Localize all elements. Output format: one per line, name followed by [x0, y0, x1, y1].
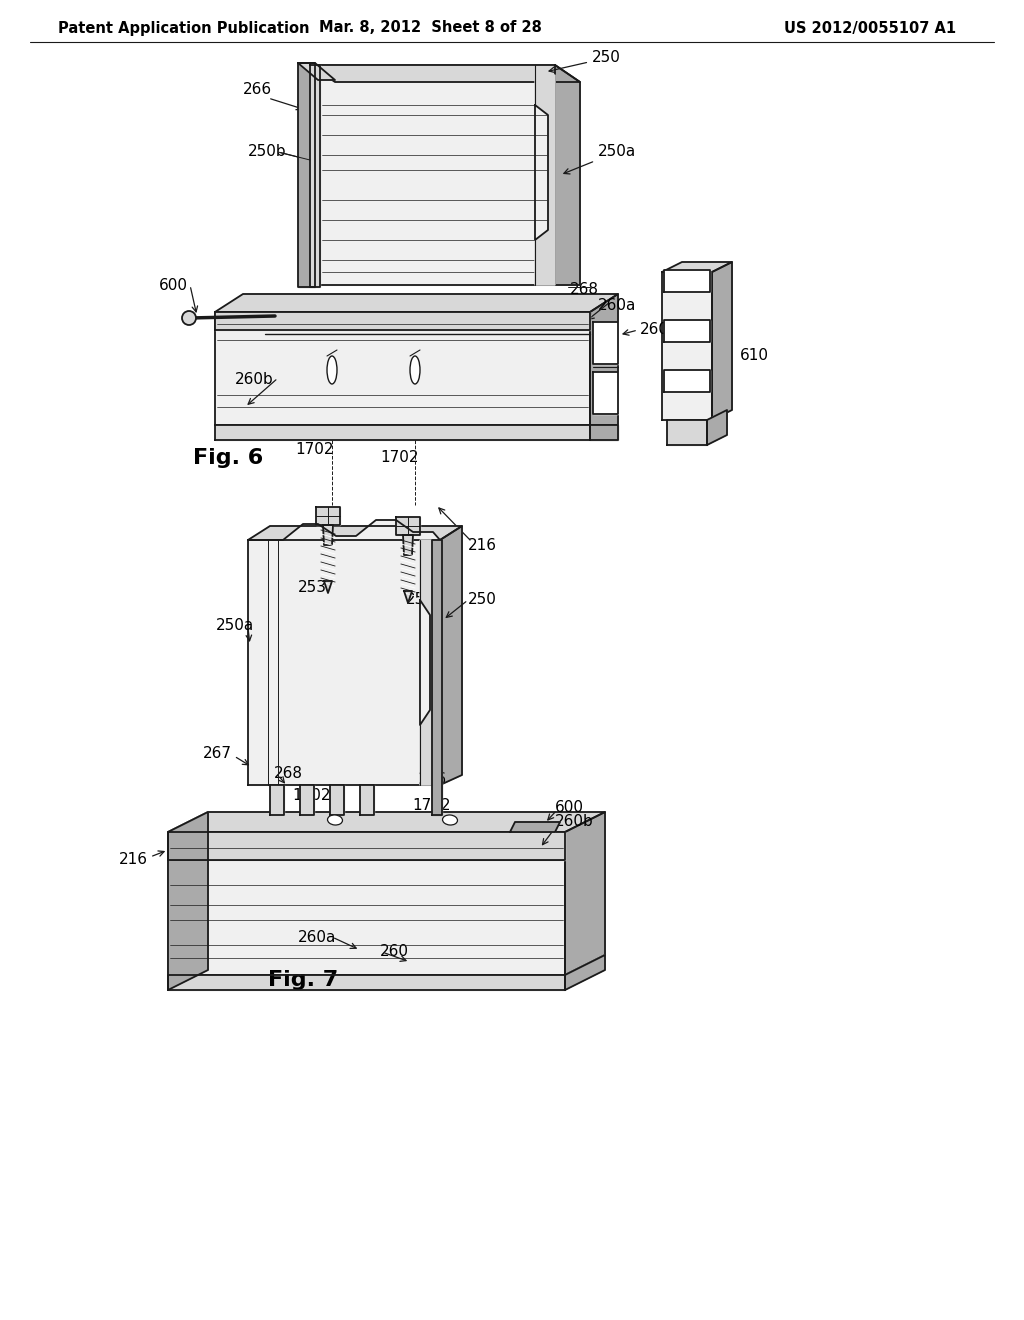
- Text: 1702: 1702: [413, 797, 452, 813]
- Text: 250a: 250a: [564, 144, 636, 174]
- Polygon shape: [667, 420, 707, 445]
- Polygon shape: [664, 370, 710, 392]
- Ellipse shape: [442, 814, 458, 825]
- Polygon shape: [555, 65, 580, 285]
- Polygon shape: [298, 63, 335, 81]
- Polygon shape: [215, 312, 590, 330]
- Polygon shape: [593, 322, 618, 364]
- Text: 260: 260: [640, 322, 669, 338]
- Polygon shape: [565, 954, 605, 990]
- Polygon shape: [215, 312, 590, 425]
- Text: 1702: 1702: [293, 788, 331, 803]
- Polygon shape: [168, 975, 565, 990]
- Polygon shape: [662, 261, 732, 272]
- Text: 260a: 260a: [298, 931, 336, 945]
- Polygon shape: [330, 785, 344, 814]
- Polygon shape: [310, 65, 319, 286]
- Polygon shape: [440, 525, 462, 785]
- Polygon shape: [168, 812, 605, 832]
- Text: Patent Application Publication: Patent Application Publication: [58, 21, 309, 36]
- Text: 266: 266: [418, 772, 447, 788]
- Polygon shape: [300, 785, 314, 814]
- Ellipse shape: [327, 356, 337, 384]
- Polygon shape: [168, 832, 565, 975]
- Polygon shape: [310, 65, 580, 82]
- Polygon shape: [664, 319, 710, 342]
- Text: 610: 610: [740, 347, 769, 363]
- Polygon shape: [215, 425, 590, 440]
- Text: 260: 260: [380, 945, 409, 960]
- Text: Fig. 6: Fig. 6: [193, 447, 263, 469]
- Text: 260b: 260b: [555, 814, 594, 829]
- Polygon shape: [323, 525, 333, 545]
- Text: 216: 216: [119, 853, 148, 867]
- Text: 268: 268: [274, 766, 303, 780]
- Polygon shape: [664, 271, 710, 292]
- Text: 1702: 1702: [381, 450, 419, 466]
- Polygon shape: [248, 540, 440, 785]
- Text: 250: 250: [468, 593, 497, 607]
- Text: 216: 216: [468, 537, 497, 553]
- Text: 260b: 260b: [234, 372, 273, 388]
- Text: 266: 266: [243, 82, 272, 98]
- Text: Mar. 8, 2012  Sheet 8 of 28: Mar. 8, 2012 Sheet 8 of 28: [318, 21, 542, 36]
- Polygon shape: [535, 75, 555, 285]
- Polygon shape: [404, 591, 412, 603]
- Polygon shape: [403, 535, 413, 554]
- Circle shape: [182, 312, 196, 325]
- Text: 253: 253: [406, 593, 435, 607]
- Text: 250b: 250b: [248, 144, 287, 160]
- Polygon shape: [248, 520, 440, 540]
- Polygon shape: [707, 411, 727, 445]
- Ellipse shape: [410, 356, 420, 384]
- Polygon shape: [316, 507, 340, 525]
- Polygon shape: [396, 517, 420, 535]
- Text: 253: 253: [298, 581, 327, 595]
- Text: 250: 250: [549, 50, 621, 73]
- Polygon shape: [712, 261, 732, 420]
- Polygon shape: [248, 525, 462, 540]
- Polygon shape: [215, 294, 618, 312]
- Text: 260a: 260a: [598, 297, 636, 313]
- Polygon shape: [168, 832, 565, 861]
- Text: 267: 267: [203, 747, 232, 762]
- Polygon shape: [432, 540, 442, 814]
- Polygon shape: [510, 822, 560, 832]
- Text: 1702: 1702: [296, 442, 334, 458]
- Polygon shape: [590, 294, 618, 425]
- Text: 600: 600: [555, 800, 584, 816]
- Polygon shape: [298, 63, 315, 286]
- Text: Fig. 7: Fig. 7: [268, 970, 338, 990]
- Ellipse shape: [328, 814, 342, 825]
- Polygon shape: [324, 581, 332, 593]
- Polygon shape: [168, 812, 208, 990]
- Text: 268: 268: [570, 282, 599, 297]
- Polygon shape: [593, 372, 618, 414]
- Text: 250a: 250a: [216, 618, 254, 632]
- Polygon shape: [590, 425, 618, 440]
- Text: 600: 600: [159, 277, 188, 293]
- Polygon shape: [420, 540, 440, 785]
- Polygon shape: [270, 785, 284, 814]
- Polygon shape: [565, 812, 605, 975]
- Polygon shape: [310, 65, 555, 285]
- Text: US 2012/0055107 A1: US 2012/0055107 A1: [784, 21, 956, 36]
- Polygon shape: [662, 272, 712, 420]
- Polygon shape: [360, 785, 374, 814]
